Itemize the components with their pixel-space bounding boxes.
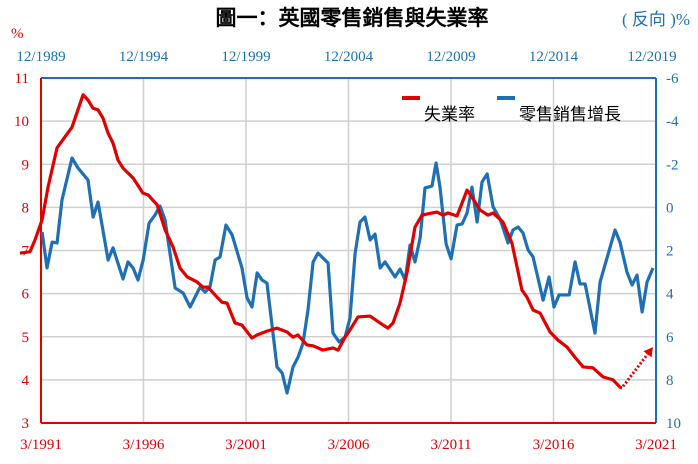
unemployment-line [19, 93, 623, 390]
bottom-tick-label: 3/1996 [123, 437, 165, 453]
legend: 失業率 零售銷售增長 [402, 96, 621, 124]
gridlines [41, 78, 656, 423]
right-tick-label: 2 [666, 244, 674, 260]
top-tick-label: 12/2014 [529, 49, 579, 65]
right-tick-label: 6 [666, 330, 674, 346]
left-tick-label: 3 [22, 416, 30, 432]
legend-label-retail-sales: 零售銷售增長 [519, 105, 621, 124]
right-tick-label: 10 [666, 416, 681, 432]
right-tick-label: -4 [666, 114, 679, 130]
right-tick-label: 0 [666, 200, 674, 216]
bottom-tick-label: 3/1991 [20, 437, 62, 453]
bottom-tick-label: 3/2011 [430, 437, 471, 453]
retail-sales-line [40, 156, 655, 395]
axes [40, 77, 657, 424]
left-tick-label: 8 [22, 200, 30, 216]
left-tick-label: 10 [14, 114, 29, 130]
right-tick-label: -6 [666, 71, 679, 87]
bottom-tick-label: 3/2001 [225, 437, 267, 453]
left-tick-label: 4 [22, 373, 30, 389]
left-tick-label: 11 [15, 71, 29, 87]
left-axis-unit: % [11, 26, 24, 42]
bottom-tick-label: 3/2006 [328, 437, 370, 453]
right-tick-label: 4 [666, 287, 674, 303]
bottom-tick-label: 3/2016 [533, 437, 575, 453]
top-tick-label: 12/1994 [119, 49, 169, 65]
projection-arrowhead [643, 347, 653, 358]
top-tick-label: 12/1999 [221, 49, 270, 65]
legend-label-unemployment: 失業率 [424, 105, 475, 124]
top-tick-label: 12/2004 [324, 49, 374, 65]
left-tick-label: 9 [22, 157, 30, 173]
series [19, 93, 655, 395]
top-tick-label: 12/2009 [426, 49, 475, 65]
right-tick-label: 8 [666, 373, 674, 389]
top-tick-label: 12/1989 [16, 49, 65, 65]
left-tick-label: 6 [22, 287, 30, 303]
top-tick-label: 12/2019 [627, 49, 676, 65]
right-tick-label: -2 [666, 157, 679, 173]
bottom-tick-label: 3/2021 [635, 437, 677, 453]
left-tick-label: 5 [22, 330, 30, 346]
right-axis-unit: ( 反向 )% [622, 10, 690, 29]
projection-arrow [621, 353, 649, 388]
chart-title: 圖一：英國零售銷售與失業率 [216, 6, 489, 30]
